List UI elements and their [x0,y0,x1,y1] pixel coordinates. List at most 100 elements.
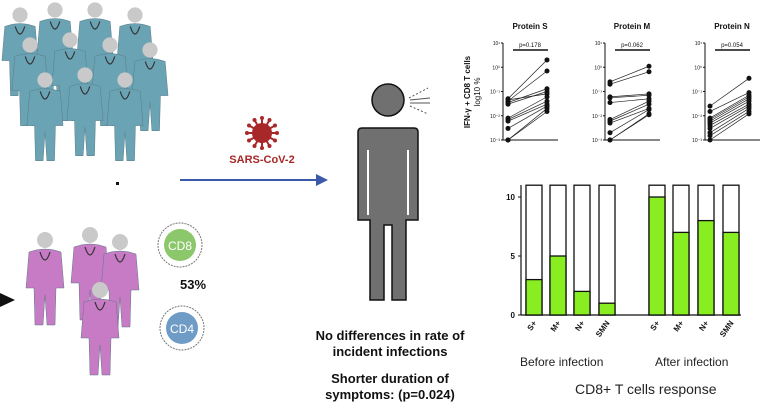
dot-plot-protein-s: Protein S p=0.178 10¹ 10⁰ 10⁻¹ 10⁻² 10⁻³ [490,22,558,144]
paired-line [508,108,547,140]
dot-plot-ylabel: IFN-γ + CD8 T cells [463,55,472,128]
worker-head [87,2,102,17]
data-point-after [545,109,550,114]
dot-plot-ylabel-unit: log10 % [473,78,482,107]
outcome-line-1: No differences in rate of [300,328,480,344]
paired-line [508,104,547,121]
paired-line [610,72,649,84]
y-tick-label: 10⁻¹ [592,90,602,96]
data-point-before [708,133,713,138]
data-point-before [708,126,713,131]
paired-line [710,106,749,128]
paired-line [710,97,749,120]
worker-head [82,227,98,243]
x-tick-label: M+ [549,319,563,334]
x-tick-label: S+ [526,319,539,333]
bar-chart: 0510S+M+N+SMNS+M+N+SMN [506,185,741,339]
worker-head [127,7,142,22]
virus-spike-tip [247,139,251,143]
virus-spike-tip [260,116,264,120]
outcome-line-2: incident infections [300,344,480,360]
dot-plot-title: Protein N [714,22,750,31]
worker-head [37,72,52,87]
data-point-before [708,109,713,114]
arrow-head-icon [316,174,328,186]
y-tick-label: 10⁻² [490,114,500,120]
bar-positive [526,280,542,315]
worker-head [117,72,132,87]
data-point-after [545,57,550,62]
virus-label: SARS-CoV-2 [229,154,294,166]
pointer-triangle-icon [0,293,15,307]
worker-head [112,234,128,250]
y-tick-label: 10⁻³ [692,138,702,144]
bar-chart-title: CD8+ T cells response [575,381,717,397]
x-tick-label: SMN [718,319,736,339]
worker-figure [26,232,64,325]
data-point-before [708,138,713,143]
virus-spike-tip [253,144,257,148]
cd4-label: CD4 [170,322,194,336]
worker-head [37,232,53,248]
bar-positive [673,232,689,315]
data-point-after [647,64,652,69]
virus-spike-tip [273,124,277,128]
bar-positive [698,221,714,315]
y-tick-label: 10⁰ [594,65,602,71]
y-tick-label: 10⁰ [492,65,500,71]
paired-line [610,99,649,103]
y-tick-label: 5 [511,252,516,261]
p-value-label: p=0.178 [519,43,542,49]
y-tick-label: 10¹ [595,41,603,47]
data-point-before [608,138,613,143]
data-point-before [608,130,613,135]
dot-plot-title: Protein M [614,22,651,31]
y-tick-label: 10⁻¹ [490,90,500,96]
y-tick-label: 10¹ [493,41,501,47]
paired-line [610,114,649,140]
dot-plots: Protein Sp=0.17810¹10⁰10⁻¹10⁻²10⁻³Protei… [490,22,760,144]
x-tick-label: SMN [594,319,612,339]
y-tick-label: 10⁻¹ [692,90,702,96]
y-tick-label: 10⁻³ [490,138,500,144]
data-point-before [506,126,511,131]
dot-plot-title: Protein S [512,22,548,31]
paired-line [508,111,547,140]
data-point-before [608,100,613,105]
data-point-before [506,97,511,102]
worker-head [22,37,37,52]
data-point-before [506,138,511,143]
virus-spike-tip [260,146,264,150]
data-point-after [647,102,652,107]
data-point-after [647,111,652,116]
bar-positive [649,197,665,315]
y-tick-label: 10⁻³ [592,138,602,144]
y-tick-label: 10¹ [695,41,703,47]
data-point-before [608,95,613,100]
bar-positive [574,291,590,315]
data-point-after [545,69,550,74]
outcome-line-3: Shorter duration of [300,371,480,387]
bar-positive [550,256,566,315]
worker-head [142,42,157,57]
data-point-after [747,76,752,81]
data-point-before [506,119,511,124]
x-tick-label: N+ [697,319,711,333]
p-value-label: p=0.054 [721,43,744,49]
virus-spike-tip [253,118,257,122]
outcome-line-4: symptoms: (p=0.024) [300,387,480,403]
paired-line [508,89,547,103]
bar-total [599,185,615,315]
bar-positive [723,232,739,315]
dot-mark [116,182,119,185]
y-tick-label: 10⁻² [592,114,602,120]
y-tick-label: 10⁻² [692,114,702,120]
x-tick-label: M+ [672,319,686,334]
virus-spike-tip [247,124,251,128]
before-infection-label: Before infection [520,355,603,369]
data-point-before [608,82,613,87]
paired-line [610,66,649,82]
worker-head [92,282,108,298]
worker-head [47,2,62,17]
virus-icon [245,116,279,150]
